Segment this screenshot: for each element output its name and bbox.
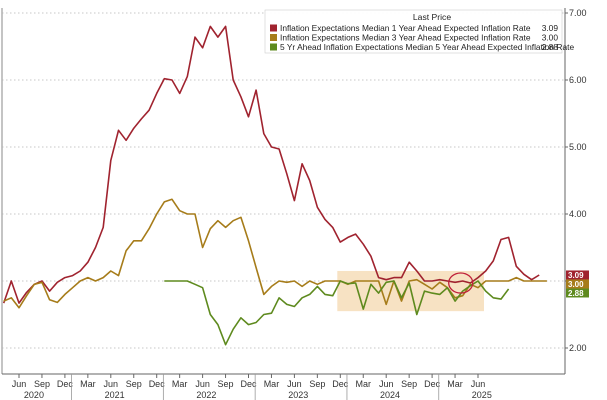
y-tick-label: 7.00 xyxy=(569,8,587,18)
x-tick-label: Mar xyxy=(356,379,372,389)
last-price-tag xyxy=(566,288,589,298)
x-year-label: 2020 xyxy=(24,390,44,400)
series-line-3 xyxy=(164,280,510,346)
x-tick-label: Sep xyxy=(401,379,417,389)
x-year-label: 2024 xyxy=(380,390,400,400)
x-tick-label: Dec xyxy=(240,379,257,389)
last-price-tag-label: 3.09 xyxy=(568,271,584,280)
x-tick-label: Mar xyxy=(447,379,463,389)
x-tick-label: Mar xyxy=(264,379,280,389)
x-tick-label: Dec xyxy=(424,379,441,389)
x-tick-label: Jun xyxy=(104,379,119,389)
legend-entry-value: 2.88 xyxy=(542,42,559,52)
x-tick-label: Sep xyxy=(218,379,234,389)
y-tick-label: 5.00 xyxy=(569,142,587,152)
x-tick-label: Dec xyxy=(332,379,349,389)
x-tick-label: Mar xyxy=(80,379,96,389)
series-line-1 xyxy=(2,25,540,304)
x-tick-label: Dec xyxy=(149,379,166,389)
x-tick-label: Jun xyxy=(471,379,486,389)
legend-header: Last Price xyxy=(413,12,451,22)
x-tick-label: Mar xyxy=(172,379,188,389)
x-year-label: 2021 xyxy=(105,390,125,400)
legend-entry-value: 3.00 xyxy=(542,33,559,43)
legend-box xyxy=(264,9,563,54)
x-tick-label: Jun xyxy=(12,379,27,389)
x-year-label: 2023 xyxy=(288,390,308,400)
x-tick-label: Sep xyxy=(34,379,50,389)
legend-entry-label: Inflation Expectations Median 1 Year Ahe… xyxy=(280,23,531,33)
x-year-label: 2022 xyxy=(196,390,216,400)
x-tick-label: Jun xyxy=(379,379,394,389)
x-tick-label: Jun xyxy=(195,379,210,389)
x-tick-label: Jun xyxy=(287,379,302,389)
x-year-label: 2025 xyxy=(472,390,492,400)
x-tick-label: Sep xyxy=(126,379,142,389)
legend-entry-label: Inflation Expectations Median 3 Year Ahe… xyxy=(280,33,531,43)
last-price-tag xyxy=(566,279,589,289)
x-tick-label: Sep xyxy=(309,379,325,389)
legend-entry-value: 3.09 xyxy=(542,23,559,33)
legend-swatch xyxy=(270,24,277,32)
legend-entry-label: 5 Yr Ahead Inflation Expectations Median… xyxy=(280,42,574,52)
last-price-tag-label: 2.88 xyxy=(568,289,584,298)
last-price-tag-label: 3.00 xyxy=(568,280,584,289)
peak-circle-annotation xyxy=(448,272,474,294)
legend-swatch xyxy=(270,43,277,51)
x-tick-label: Dec xyxy=(57,379,74,389)
legend-swatch xyxy=(270,34,277,41)
last-price-tag xyxy=(566,270,589,280)
series-line-2 xyxy=(3,198,547,309)
y-tick-label: 2.00 xyxy=(569,343,587,353)
y-tick-label: 6.00 xyxy=(569,75,587,85)
y-tick-label: 4.00 xyxy=(569,209,587,219)
